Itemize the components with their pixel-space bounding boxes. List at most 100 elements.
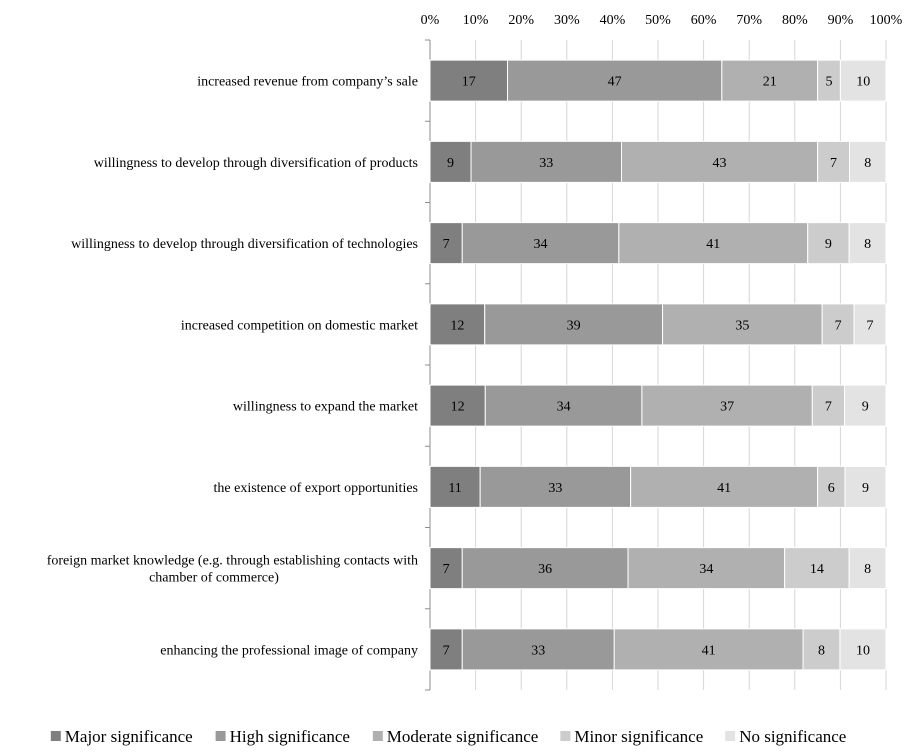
bar-segment xyxy=(429,303,486,346)
legend-label: High significance xyxy=(230,727,350,746)
bar-segment xyxy=(844,384,887,427)
data-label: 9 xyxy=(825,237,832,252)
bar-segment xyxy=(621,140,819,183)
bar-segment xyxy=(802,628,841,671)
category-label: enhancing the professional image of comp… xyxy=(160,643,418,658)
data-label: 9 xyxy=(862,481,869,496)
category-label: willingness to develop through diversifi… xyxy=(71,237,418,252)
bar-segment xyxy=(848,547,887,590)
bar-segment xyxy=(662,303,823,346)
x-tick-label: 0% xyxy=(421,13,440,28)
bar-segment xyxy=(721,59,819,102)
bar-segment xyxy=(811,384,846,427)
data-label: 7 xyxy=(443,643,450,658)
bar-segment xyxy=(461,547,629,590)
bar-segment xyxy=(839,59,887,102)
x-tick-label: 70% xyxy=(736,13,762,28)
x-tick-label: 60% xyxy=(691,13,717,28)
bar-segment xyxy=(849,140,887,183)
bar-segment xyxy=(613,628,804,671)
x-tick-label: 90% xyxy=(828,13,854,28)
bar-segment xyxy=(618,222,809,265)
legend-swatch xyxy=(372,731,383,741)
data-label: 7 xyxy=(443,562,450,577)
legend-label: Moderate significance xyxy=(387,727,539,746)
bar-segment xyxy=(817,465,846,508)
data-label: 7 xyxy=(867,318,874,333)
data-label: 7 xyxy=(835,318,842,333)
data-label: 43 xyxy=(713,156,727,171)
data-label: 41 xyxy=(706,237,720,252)
data-label: 37 xyxy=(720,400,734,415)
bar-segment xyxy=(844,465,887,508)
data-label: 21 xyxy=(763,75,777,90)
bar-segment xyxy=(429,222,463,265)
data-label: 41 xyxy=(702,643,716,658)
bar-segment xyxy=(470,140,623,183)
data-label: 34 xyxy=(699,562,713,577)
data-label: 39 xyxy=(567,318,581,333)
data-label: 12 xyxy=(450,318,464,333)
bar-segment xyxy=(484,384,643,427)
data-label: 8 xyxy=(864,237,871,252)
data-label: 8 xyxy=(864,562,871,577)
data-label: 33 xyxy=(539,156,553,171)
x-tick-label: 50% xyxy=(645,13,671,28)
bar-segment xyxy=(853,303,887,346)
data-label: 34 xyxy=(534,237,548,252)
data-label: 17 xyxy=(462,75,476,90)
data-label: 5 xyxy=(826,75,833,90)
data-label: 7 xyxy=(825,400,832,415)
bar-segment xyxy=(817,140,851,183)
category-label: foreign market knowledge (e.g. through e… xyxy=(47,554,418,569)
data-label: 10 xyxy=(856,643,870,658)
x-tick-label: 20% xyxy=(508,13,534,28)
data-label: 8 xyxy=(818,643,825,658)
data-label: 10 xyxy=(856,75,870,90)
category-label: increased revenue from company’s sale xyxy=(197,75,418,90)
data-label: 7 xyxy=(443,237,450,252)
bar-segment xyxy=(821,303,855,346)
category-label: the existence of export opportunities xyxy=(214,481,419,496)
bar-segment xyxy=(479,465,632,508)
data-label: 9 xyxy=(447,156,454,171)
legend-swatch xyxy=(50,731,61,741)
bar-segment xyxy=(627,547,786,590)
x-tick-label: 30% xyxy=(554,13,580,28)
bar-segment xyxy=(461,222,620,265)
bar-segment xyxy=(484,303,664,346)
data-label: 12 xyxy=(451,400,465,415)
data-label: 33 xyxy=(531,643,545,658)
bar-segment xyxy=(630,465,819,508)
legend-swatch xyxy=(725,731,736,741)
legend-label: No significance xyxy=(739,727,846,746)
bar-segment xyxy=(429,384,486,427)
data-label: 14 xyxy=(810,562,824,577)
data-label: 6 xyxy=(828,481,835,496)
x-tick-label: 40% xyxy=(600,13,626,28)
data-label: 47 xyxy=(608,75,622,90)
bar-segment xyxy=(848,222,887,265)
bar-segment xyxy=(839,628,887,671)
bar-segment xyxy=(641,384,813,427)
bar-segment xyxy=(807,222,850,265)
x-tick-label: 80% xyxy=(782,13,808,28)
data-label: 8 xyxy=(864,156,871,171)
legend-label: Major significance xyxy=(65,727,193,746)
legend-swatch xyxy=(560,731,571,741)
bar-segment xyxy=(784,547,850,590)
legend-swatch xyxy=(215,731,226,741)
data-label: 33 xyxy=(548,481,562,496)
x-tick-label: 100% xyxy=(870,13,903,28)
x-tick-label: 10% xyxy=(463,13,489,28)
data-label: 34 xyxy=(557,400,571,415)
data-label: 36 xyxy=(538,562,552,577)
bar-segment xyxy=(461,628,615,671)
legend-label: Minor significance xyxy=(574,727,703,746)
data-label: 7 xyxy=(830,156,837,171)
data-label: 11 xyxy=(448,481,461,496)
category-label: chamber of commerce) xyxy=(149,571,279,586)
data-label: 35 xyxy=(735,318,749,333)
